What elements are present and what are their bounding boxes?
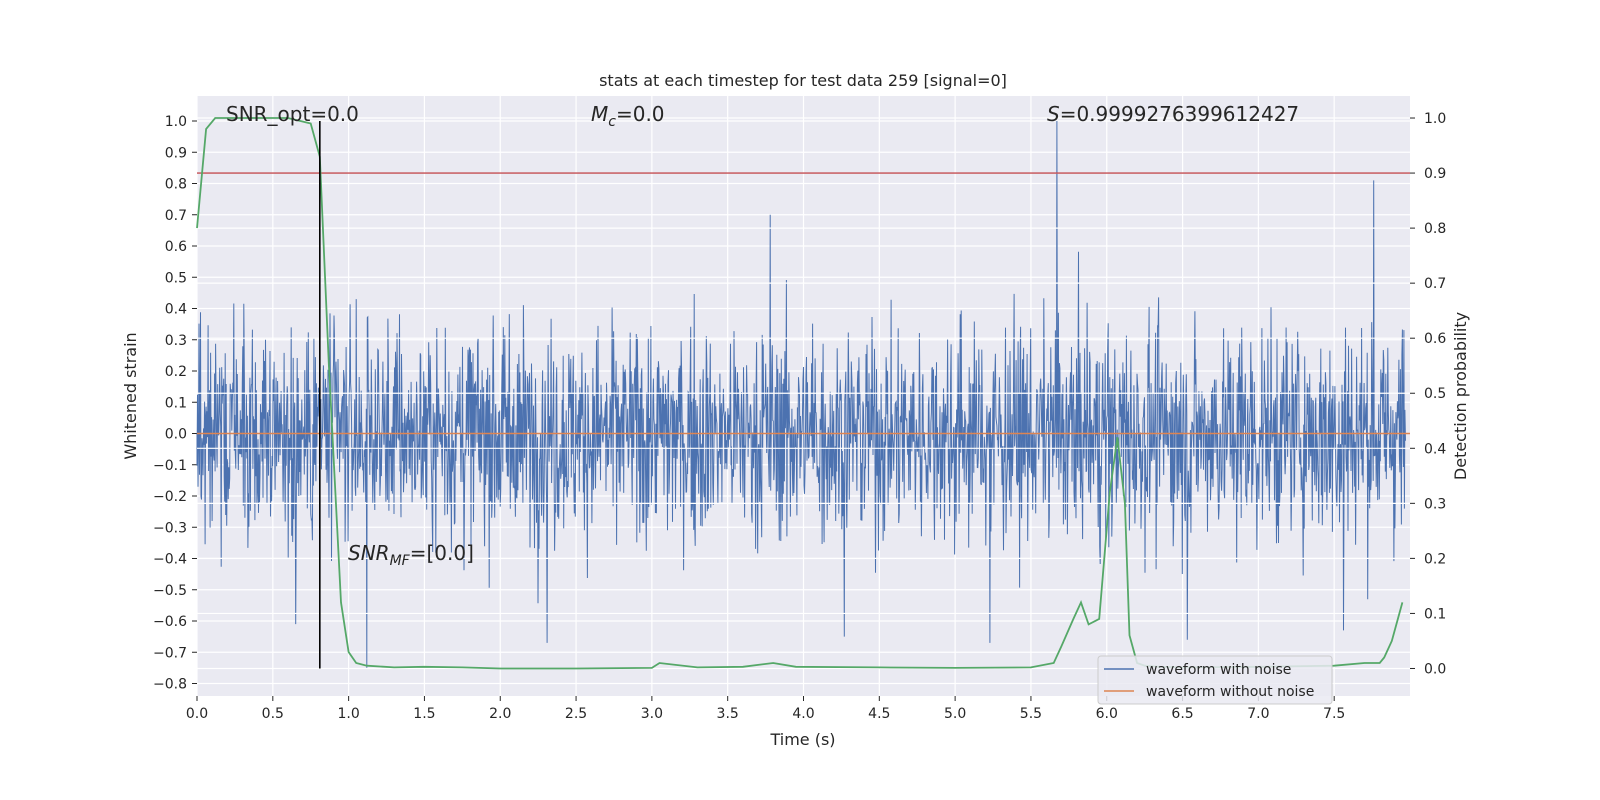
mc-value: =0.0 xyxy=(616,102,665,126)
chart-title: stats at each timestep for test data 259… xyxy=(599,71,1007,90)
annotation-chirp-mass: Mc=0.0 xyxy=(591,102,665,130)
x-tick-label: 7.5 xyxy=(1323,706,1345,722)
y-tick-label: 0.9 xyxy=(165,145,187,161)
x-tick-label: 3.5 xyxy=(717,706,739,722)
mc-subscript: c xyxy=(608,114,616,130)
snr-mf-value: =[0.0] xyxy=(410,541,474,565)
y-right-tick-label: 0.5 xyxy=(1424,386,1446,402)
y-tick-label: 0.7 xyxy=(165,208,187,224)
y-tick-label: 0.6 xyxy=(165,239,187,255)
mc-symbol: M xyxy=(591,102,608,126)
x-tick-label: 1.5 xyxy=(413,706,435,722)
x-tick-label: 0.5 xyxy=(262,706,284,722)
snr-mf-subscript: MF xyxy=(390,553,411,569)
x-tick-label: 1.0 xyxy=(337,706,359,722)
y-right-tick-label: 0.6 xyxy=(1424,331,1446,347)
snr-mf-symbol: SNR xyxy=(348,541,390,565)
y-right-tick-label: 0.7 xyxy=(1424,276,1446,292)
x-tick-label: 0.0 xyxy=(186,706,208,722)
x-tick-label: 4.0 xyxy=(792,706,814,722)
x-tick-label: 4.5 xyxy=(868,706,890,722)
x-tick-label: 6.0 xyxy=(1096,706,1118,722)
y-tick-label: −0.5 xyxy=(153,583,187,599)
legend-label-noise: waveform with noise xyxy=(1146,662,1291,678)
y-tick-label: −0.3 xyxy=(153,520,187,536)
legend-box xyxy=(1097,655,1333,705)
x-tick-label: 2.5 xyxy=(565,706,587,722)
y-right-tick-label: 0.8 xyxy=(1424,221,1446,237)
y-tick-label: 0.8 xyxy=(165,177,187,193)
y-tick-label: −0.4 xyxy=(153,552,187,568)
y-tick-label: 0.2 xyxy=(165,364,187,380)
x-tick-label: 6.5 xyxy=(1171,706,1193,722)
x-tick-label: 2.0 xyxy=(489,706,511,722)
y-right-axis-label: Detection probability xyxy=(1451,312,1470,480)
y-tick-label: −0.6 xyxy=(153,614,187,630)
y-axis-label: Whitened strain xyxy=(121,332,140,459)
y-tick-label: −0.8 xyxy=(153,677,187,693)
y-right-tick-label: 0.1 xyxy=(1424,606,1446,622)
x-tick-label: 7.0 xyxy=(1247,706,1269,722)
y-tick-label: 0.4 xyxy=(165,302,187,318)
x-tick-label: 5.5 xyxy=(1020,706,1042,722)
y-axis-ticks: 1.0 0.9 0.8 0.7 0.6 0.5 0.4 0.3 0.2 0.1 0.0 −0.1 −0.… xyxy=(153,114,197,693)
s-symbol: S xyxy=(1047,102,1060,126)
y-tick-label: 0.3 xyxy=(165,333,187,349)
y-tick-label: 1.0 xyxy=(165,114,187,130)
annotation-s-score: S=0.9999276399612427 xyxy=(1047,102,1299,126)
legend: waveform with noise waveform without noi… xyxy=(1097,655,1333,705)
y-right-tick-label: 0.2 xyxy=(1424,551,1446,567)
annotation-snr-mf: SNRMF=[0.0] xyxy=(348,541,474,569)
y-right-tick-label: 1.0 xyxy=(1424,111,1446,127)
y-tick-label: −0.7 xyxy=(153,645,187,661)
y-right-tick-label: 0.4 xyxy=(1424,441,1446,457)
y-right-axis-ticks: 1.0 0.9 0.8 0.7 0.6 0.5 0.4 0.3 0.2 0.1 0.0 xyxy=(1410,111,1446,677)
y-right-tick-label: 0.3 xyxy=(1424,496,1446,512)
legend-label-clean: waveform without noise xyxy=(1146,684,1314,700)
x-tick-label: 5.0 xyxy=(944,706,966,722)
y-tick-label: −0.2 xyxy=(153,489,187,505)
x-tick-label: 3.0 xyxy=(641,706,663,722)
y-tick-label: 0.1 xyxy=(165,395,187,411)
annotation-snr-opt: SNR_opt=0.0 xyxy=(226,102,359,126)
noise-trace xyxy=(196,120,1406,668)
s-value: =0.9999276399612427 xyxy=(1060,102,1299,126)
y-right-tick-label: 0.0 xyxy=(1424,661,1446,677)
y-tick-label: 0.5 xyxy=(165,270,187,286)
x-axis-ticks: 0.0 0.5 1.0 1.5 2.0 2.5 3.0 3.5 4.0 4.5 5.0 5.5 6.0 6… xyxy=(186,696,1345,722)
y-right-tick-label: 0.9 xyxy=(1424,166,1446,182)
x-axis-label: Time (s) xyxy=(769,730,835,749)
y-tick-label: −0.1 xyxy=(153,458,187,474)
y-tick-label: 0.0 xyxy=(165,427,187,443)
